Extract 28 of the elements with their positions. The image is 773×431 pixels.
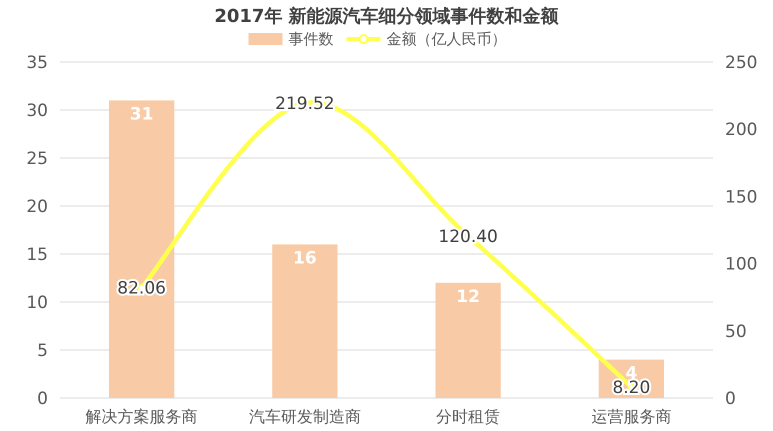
data-label: 16 [293,248,317,268]
x-tick-label: 分时租赁 [436,407,500,426]
y-tick-label: 15 [26,245,48,265]
bar [272,244,338,398]
x-tick-label: 解决方案服务商 [86,407,198,426]
data-label: 82.06 [117,278,166,299]
legend-label: 金额（亿人民币） [386,30,506,48]
bar [108,100,174,398]
bar [435,282,501,398]
legend-label: 事件数 [288,30,334,48]
data-label: 12 [456,286,480,307]
y2-tick-label: 150 [725,187,758,208]
y-tick-label: 5 [37,341,48,361]
y2-tick-label: 200 [725,120,758,140]
y2-tick-label: 50 [725,322,747,342]
y2-tick-label: 250 [725,53,758,73]
y-tick-label: 35 [26,53,48,73]
y-tick-label: 0 [37,389,48,409]
chart-title: 2017年 新能源汽车细分领域事件数和金额 [214,6,560,27]
y-tick-label: 30 [26,101,48,121]
y2-tick-label: 0 [725,389,736,409]
x-tick-label: 汽车研发制造商 [248,407,361,426]
y-tick-label: 20 [26,197,48,217]
y-tick-label: 10 [26,293,48,313]
y2-tick-label: 100 [725,254,758,275]
x-tick-label: 运营服务商 [591,407,672,426]
y-tick-label: 25 [26,149,48,169]
data-label: 31 [130,104,154,124]
